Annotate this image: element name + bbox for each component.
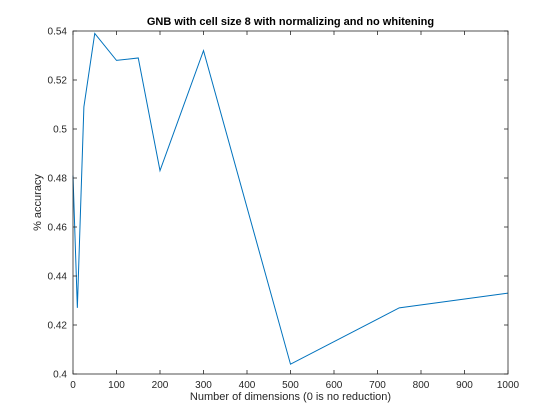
x-tick-label: 600: [326, 380, 343, 391]
x-tick-label: 800: [413, 380, 430, 391]
y-tick-label: 0.5: [53, 125, 67, 136]
y-tick-label: 0.48: [48, 174, 68, 185]
y-tick-label: 0.44: [48, 272, 68, 283]
x-tick-label: 900: [456, 380, 473, 391]
series-line: [72, 32, 509, 365]
x-axis-label: Number of dimensions (0 is no reduction): [190, 391, 391, 403]
x-tick-label: 0: [70, 380, 76, 391]
y-axis-label: % accuracy: [32, 174, 44, 231]
y-tick-label: 0.4: [53, 370, 67, 381]
chart-title: GNB with cell size 8 with normalizing an…: [147, 16, 434, 28]
y-tick-label: 0.54: [48, 27, 68, 38]
series-layer: [72, 32, 509, 365]
x-tick-label: 700: [369, 380, 386, 391]
x-tick-label: 100: [108, 380, 125, 391]
ticks-layer: 0 100 200 300 400 500 600 700 800 900 1000 0.4 0.42 0…: [48, 27, 520, 392]
x-tick-label: 200: [152, 380, 169, 391]
y-tick-label: 0.46: [48, 223, 68, 234]
x-tick-label: 1000: [497, 380, 520, 391]
x-tick-label: 300: [195, 380, 212, 391]
x-tick-label: 500: [282, 380, 299, 391]
x-tick-label: 400: [239, 380, 256, 391]
y-tick-label: 0.52: [48, 76, 68, 87]
y-tick-label: 0.42: [48, 321, 68, 332]
plot-background: [73, 31, 508, 374]
